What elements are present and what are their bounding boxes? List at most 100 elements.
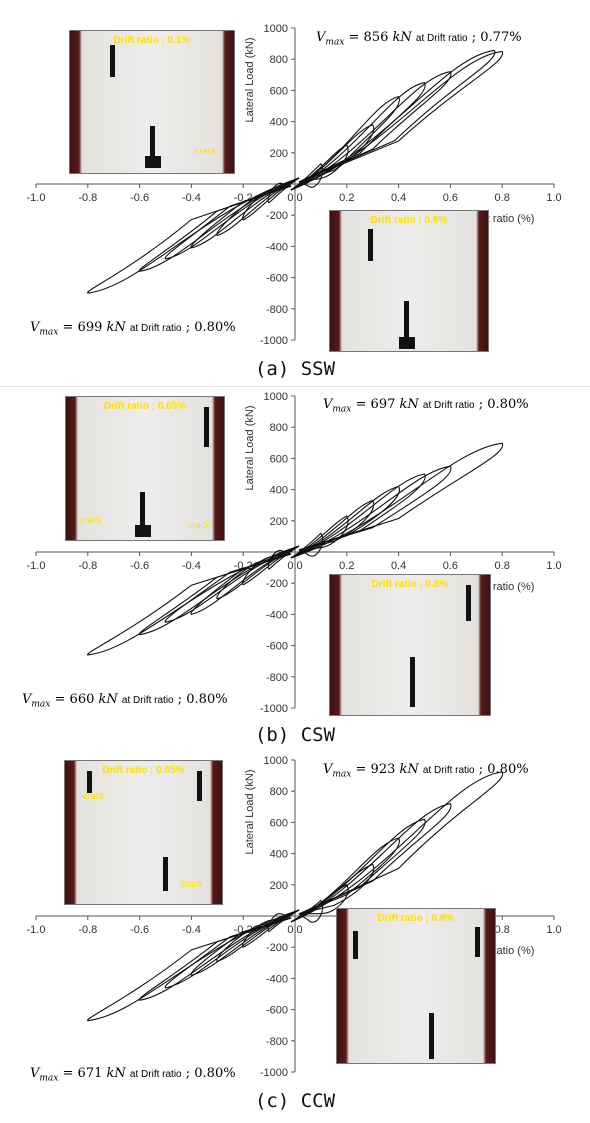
panel-divider <box>0 386 590 387</box>
vmax-positive-annotation: Vmax = 697 kN at Drift ratio ; 0.80% <box>323 397 529 415</box>
x-tick-label: 1.0 <box>546 192 561 204</box>
sensor-rod <box>429 1013 434 1059</box>
y-tick-label: 600 <box>270 817 288 829</box>
loop-positive <box>290 771 504 923</box>
x-tick-label: -0.8 <box>78 192 97 204</box>
y-tick-label: 200 <box>270 880 288 892</box>
hysteresis-curves <box>87 49 504 294</box>
x-tick-label: -0.6 <box>130 924 149 936</box>
loop-positive <box>290 515 349 559</box>
loop-negative <box>87 545 300 656</box>
sensor-rod <box>150 126 155 164</box>
loop-negative <box>138 177 300 272</box>
actuator-rod <box>204 407 209 447</box>
y-tick-label: 400 <box>270 117 288 129</box>
photo-drift-label: Drift ratio ; 0.8% <box>377 913 455 924</box>
chart-panel-c: -1.0-0.8-0.6-0.4-0.20.00.20.40.60.81.010… <box>0 752 590 1123</box>
y-tick-label: -1000 <box>260 335 288 347</box>
loop-negative <box>190 177 300 249</box>
x-tick-label: 1.0 <box>546 560 561 572</box>
loop-negative <box>190 909 300 976</box>
x-tick-label: 1.0 <box>546 924 561 936</box>
x-tick-label: 0.6 <box>443 192 458 204</box>
y-tick-label: 600 <box>270 85 288 97</box>
y-tick-label: 200 <box>270 148 288 160</box>
specimen-photo-initial: Drift ratio ; 0.05% crack crack <box>64 760 223 905</box>
x-tick-label: -0.2 <box>234 560 253 572</box>
y-tick-label: -200 <box>266 578 288 590</box>
y-tick-label: 800 <box>270 54 288 66</box>
vmax-negative-annotation: Vmax = 671 kN at Drift ratio ; 0.80% <box>30 1066 236 1084</box>
y-tick-label: 1000 <box>264 755 288 767</box>
y-tick-label: 800 <box>270 786 288 798</box>
x-tick-label: -0.6 <box>130 192 149 204</box>
specimen-photo-final: Drift ratio ; 0.8% <box>336 908 496 1064</box>
y-tick-label: -800 <box>266 304 288 316</box>
loop-positive <box>290 442 504 559</box>
sensor-base <box>145 156 161 168</box>
crack-label: crack <box>80 515 102 525</box>
sensor-base <box>399 337 415 349</box>
x-tick-label: 0.2 <box>339 192 354 204</box>
loop-positive <box>290 473 426 559</box>
photo-drift-label: Drift ratio ; 0.1% <box>113 35 191 46</box>
loop-negative <box>87 177 300 294</box>
loop-negative <box>216 545 300 600</box>
y-tick-label: 1000 <box>264 391 288 403</box>
x-tick-label: -0.8 <box>78 560 97 572</box>
specimen-photo-final: Drift ratio ; 0.8% <box>329 574 491 716</box>
x-tick-label: -0.8 <box>78 924 97 936</box>
x-tick-label: 0.8 <box>495 560 510 572</box>
y-tick-label: -400 <box>266 609 288 621</box>
x-tick-label: -0.4 <box>182 924 201 936</box>
vmax-negative-annotation: Vmax = 660 kN at Drift ratio ; 0.80% <box>22 692 228 710</box>
y-tick-label: 200 <box>270 516 288 528</box>
loop-negative <box>164 909 300 989</box>
panel-caption: (c) CCW <box>254 1090 336 1112</box>
x-tick-label: -1.0 <box>27 560 46 572</box>
crack-label: crack <box>181 879 203 889</box>
sensor-rod <box>163 857 168 891</box>
y-axis-label: Lateral Load (kN) <box>244 770 256 855</box>
specimen-photo-initial: Drift ratio ; 0.1% crack <box>69 30 235 174</box>
actuator-rod-right <box>475 927 480 957</box>
x-tick-label: 0.4 <box>391 192 406 204</box>
crack-label: crack <box>83 791 105 801</box>
y-tick-label: 600 <box>270 453 288 465</box>
x-tick-label: -1.0 <box>27 192 46 204</box>
chart-panel-a: -1.0 -0.8 -0.6 -0.4 -0.2 0.0 0.2 0.4 0.6 0.8 1.0 10… <box>0 0 590 385</box>
x-tick-label: 0.4 <box>391 560 406 572</box>
loop-negative <box>190 545 300 615</box>
y-tick-label: -1000 <box>260 1067 288 1079</box>
hysteresis-chart-csw: -1.0 -0.8 -0.6 -0.4 -0.2 0.0 0.2 0.4 0.6 0.8 1.0 10… <box>27 391 562 715</box>
chart-panel-b: -1.0 -0.8 -0.6 -0.4 -0.2 0.0 0.2 0.4 0.6 0.8 1.0 10… <box>0 388 590 753</box>
x-tick-label: -1.0 <box>27 924 46 936</box>
x-tick-label: 0.0 <box>287 924 302 936</box>
loop-positive <box>290 49 496 191</box>
panel-caption: (a) SSW <box>254 358 336 380</box>
actuator-rod <box>353 931 358 959</box>
photo-drift-label: Drift ratio ; 0.05% <box>102 765 185 776</box>
photo-drift-label: Drift ratio ; 0.05% <box>103 401 187 412</box>
y-axis-label: Lateral Load (kN) <box>244 406 256 491</box>
x-tick-label: -0.2 <box>234 924 253 936</box>
loop-negative <box>138 909 300 1001</box>
x-tick-label: 0.8 <box>495 924 510 936</box>
crack-label: crack <box>195 146 217 156</box>
actuator-rod <box>368 229 373 261</box>
x-tick-label: 0.2 <box>339 560 354 572</box>
y-tick-label: 800 <box>270 422 288 434</box>
y-tick-label: -400 <box>266 973 288 985</box>
x-tick-label: 0.0 <box>287 560 302 572</box>
actuator-rod-right <box>197 771 202 801</box>
sensor-rod <box>140 492 145 532</box>
loop-positive <box>290 96 400 191</box>
y-tick-label: 400 <box>270 485 288 497</box>
vmax-negative-annotation: Vmax = 699 kN at Drift ratio ; 0.80% <box>30 320 236 338</box>
crack-label: crack <box>188 520 210 530</box>
actuator-rod <box>87 771 92 793</box>
y-tick-label: -200 <box>266 942 288 954</box>
sensor-rod <box>404 301 409 346</box>
panel-caption: (b) CSW <box>254 724 336 746</box>
loop-negative <box>87 909 300 1022</box>
